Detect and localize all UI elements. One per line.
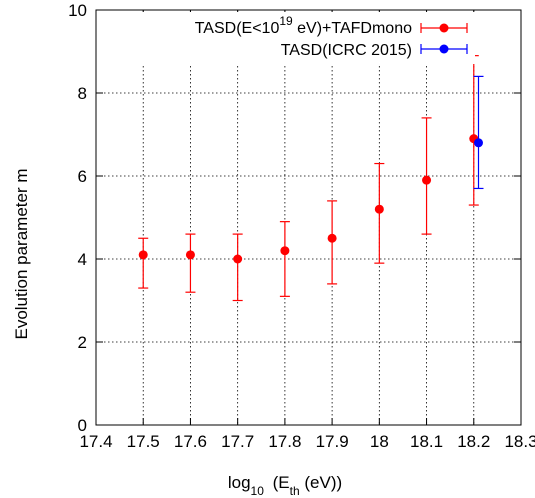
x-tick-label: 17.8	[268, 432, 301, 451]
data-point	[233, 254, 243, 264]
x-tick-label: 17.5	[127, 432, 160, 451]
y-tick-label: 4	[78, 250, 87, 269]
x-tick-label: 18.3	[504, 432, 535, 451]
legend-marker	[439, 23, 449, 33]
data-series	[138, 55, 484, 302]
x-axis-title-sub-th: th	[290, 484, 300, 498]
data-point	[422, 175, 432, 185]
data-point	[327, 233, 337, 243]
x-tick-label: 17.9	[316, 432, 349, 451]
legend-background	[100, 12, 475, 64]
legend-markers	[420, 23, 468, 54]
y-tick-label: 6	[78, 167, 87, 186]
y-tick-label: 10	[68, 1, 87, 20]
series-1	[138, 55, 479, 302]
y-tick-label: 0	[78, 416, 87, 435]
x-tick-label: 17.7	[221, 432, 254, 451]
x-tick-label: 18	[370, 432, 389, 451]
data-point	[474, 138, 483, 148]
data-point	[138, 250, 148, 260]
y-tick-label: 8	[78, 84, 87, 103]
x-tick-label: 17.6	[174, 432, 207, 451]
data-point	[185, 250, 195, 260]
x-tick-label: 17.4	[79, 432, 112, 451]
x-tick-label: 18.2	[457, 432, 490, 451]
x-axis-title: log10 (Eth (eV))	[228, 473, 342, 498]
grid-lines	[96, 10, 521, 425]
plot-frame	[95, 9, 522, 426]
legend-marker	[439, 44, 449, 54]
x-tick-label: 18.1	[410, 432, 443, 451]
legend-label-superscript: 19	[279, 14, 293, 28]
legend-label-series-1: TASD(E<1019 eV)+TAFDmono	[195, 14, 412, 37]
axis-ticks: 17.4 17.5 17.6 17.7 17.8 17.9 18 18.1 18.2 18.3 0 2…	[68, 1, 535, 451]
data-point	[280, 246, 290, 256]
legend-label-series-2: TASD(ICRC 2015)	[281, 42, 412, 59]
data-point	[374, 204, 384, 214]
legend: TASD(E<1019 eV)+TAFDmono TASD(ICRC 2015)	[100, 12, 475, 64]
series-2	[473, 75, 484, 190]
y-tick-label: 2	[78, 333, 87, 352]
x-axis-title-sub-10: 10	[251, 484, 265, 498]
y-axis-title: Evolution parameter m	[12, 168, 31, 339]
